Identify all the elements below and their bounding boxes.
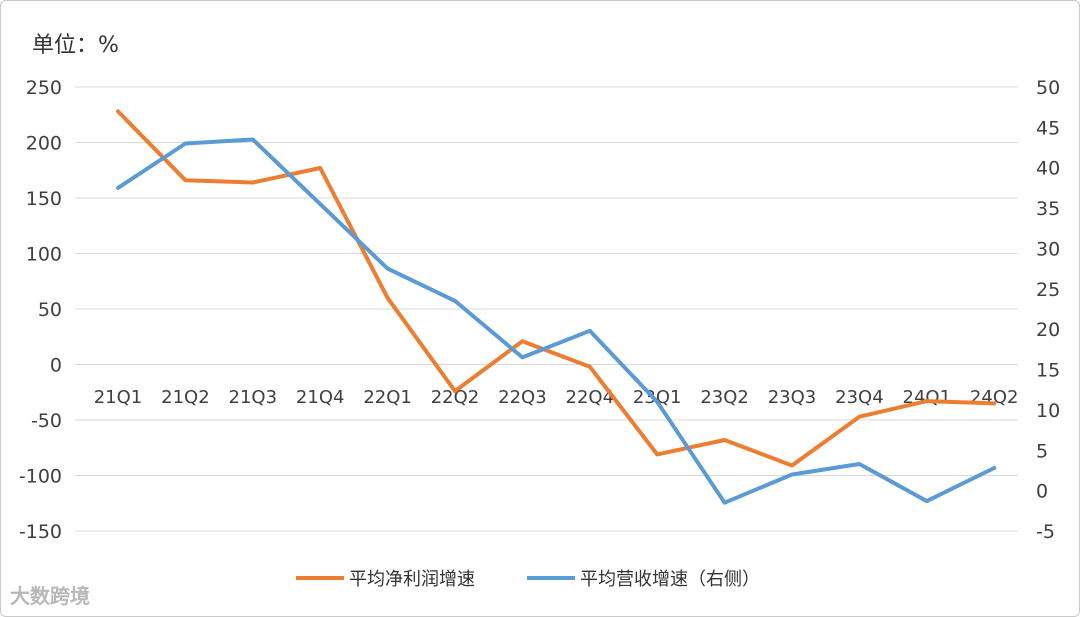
left-axis-tick-label: -100 xyxy=(19,466,62,488)
category-label: 23Q3 xyxy=(768,387,817,408)
category-label: 22Q4 xyxy=(566,387,615,408)
right-axis-tick-label: -5 xyxy=(1036,521,1055,543)
left-axis-tick-label: 100 xyxy=(26,244,62,266)
left-axis-tick-label: 50 xyxy=(38,299,62,321)
right-axis-tick-label: 45 xyxy=(1036,117,1060,139)
left-axis-tick-label: 150 xyxy=(26,188,62,210)
series-lines xyxy=(116,109,997,505)
series-line-net-profit xyxy=(116,109,997,468)
right-axis-tick-label: 20 xyxy=(1036,319,1060,341)
right-axis-tick-label: 35 xyxy=(1036,198,1060,220)
legend: 平均净利润增速 平均营收增速（右侧） xyxy=(296,569,760,590)
right-axis-tick-label: 5 xyxy=(1036,440,1048,462)
category-label: 23Q4 xyxy=(835,387,884,408)
category-label: 22Q3 xyxy=(498,387,547,408)
category-label: 21Q3 xyxy=(229,387,278,408)
left-axis-tick-label: -50 xyxy=(31,410,62,432)
category-label: 22Q2 xyxy=(431,387,480,408)
left-axis-tick-label: -150 xyxy=(19,521,62,543)
right-axis-tick-label: 15 xyxy=(1036,360,1060,382)
left-axis-tick-label: 200 xyxy=(26,133,62,155)
category-label: 21Q2 xyxy=(161,387,210,408)
left-axis-tick-label: 250 xyxy=(26,77,62,99)
category-label: 21Q4 xyxy=(296,387,345,408)
unit-label: 单位：% xyxy=(32,33,119,58)
category-label: 23Q1 xyxy=(633,387,682,408)
category-labels: 21Q1 21Q2 21Q3 21Q4 22Q1 22Q2 22Q3 22Q4 23Q1 23Q2… xyxy=(94,387,1019,408)
watermark: 大数跨境 xyxy=(10,584,90,608)
left-axis-ticks: 250 200 150 100 50 0 -50 -100 -150 xyxy=(19,77,62,543)
left-axis-tick-label: 0 xyxy=(50,355,62,377)
series-line-revenue xyxy=(116,137,997,505)
right-axis-tick-label: 40 xyxy=(1036,158,1060,180)
right-axis-tick-label: 25 xyxy=(1036,279,1060,301)
legend-label-net-profit: 平均净利润增速 xyxy=(349,569,475,590)
gridlines xyxy=(75,86,1018,532)
legend-label-revenue: 平均营收增速（右侧） xyxy=(580,569,760,590)
right-axis-tick-label: 0 xyxy=(1036,481,1048,503)
right-axis-tick-label: 10 xyxy=(1036,400,1060,422)
category-label: 22Q1 xyxy=(363,387,412,408)
category-label: 23Q2 xyxy=(700,387,749,408)
category-label: 21Q1 xyxy=(94,387,143,408)
right-axis-tick-label: 30 xyxy=(1036,238,1060,260)
right-axis-tick-label: 50 xyxy=(1036,77,1060,99)
